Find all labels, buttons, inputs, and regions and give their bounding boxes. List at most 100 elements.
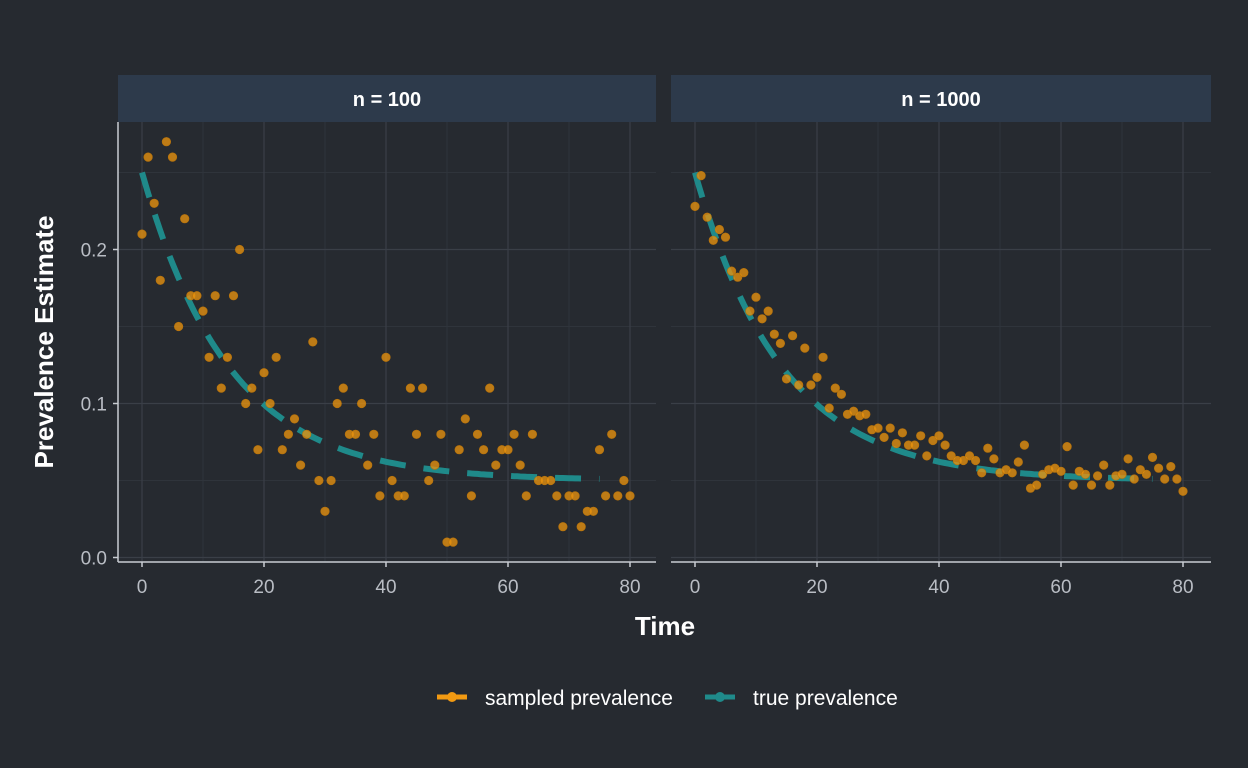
sampled-point — [983, 443, 993, 453]
sampled-point — [794, 380, 804, 390]
y-tick-label: 0.0 — [81, 549, 107, 570]
sampled-point — [613, 491, 623, 501]
sampled-point — [222, 352, 232, 362]
sampled-point — [800, 343, 810, 353]
sampled-point — [702, 212, 712, 222]
sampled-point — [964, 451, 975, 461]
sampled-point — [228, 291, 239, 301]
legend-label-sampled: sampled prevalence — [485, 687, 673, 710]
sampled-point — [283, 429, 294, 439]
sampled-point — [161, 137, 171, 147]
x-tick-label: 20 — [806, 577, 827, 598]
sampled-point — [369, 429, 379, 439]
sampled-point — [708, 235, 718, 245]
sampled-point — [958, 455, 969, 466]
sampled-point — [424, 475, 434, 486]
sampled-point — [1166, 462, 1176, 472]
sampled-point — [1153, 463, 1164, 473]
sampled-point — [745, 306, 755, 316]
sampled-point — [1080, 469, 1090, 479]
sampled-point — [916, 431, 926, 441]
sampled-point — [1105, 480, 1115, 490]
sampled-point — [204, 352, 214, 362]
sampled-point — [607, 429, 617, 439]
sampled-point — [241, 398, 251, 409]
sampled-point — [149, 198, 159, 208]
sampled-point — [357, 398, 367, 409]
y-axis-title: Prevalence Estimate — [29, 216, 59, 469]
sampled-point — [909, 440, 920, 450]
x-tick-label: 0 — [690, 577, 701, 598]
sampled-point — [271, 352, 281, 362]
x-tick-label: 60 — [497, 577, 518, 598]
sampled-point — [1117, 469, 1127, 479]
sampled-point — [167, 152, 178, 162]
sampled-point — [848, 406, 859, 416]
sampled-point — [989, 454, 999, 464]
panel-n-100: n = 100 0 20 40 60 80 0.0 0.1 0.2 — [81, 75, 656, 598]
sampled-point — [375, 491, 385, 501]
sampled-point — [399, 491, 409, 501]
legend-item-sampled: sampled prevalence — [437, 687, 673, 710]
x-tick-label: 0 — [137, 577, 148, 598]
x-tick-label: 40 — [375, 577, 396, 598]
sampled-point — [775, 338, 786, 349]
sampled-point — [320, 506, 330, 516]
sampled-point — [812, 372, 822, 382]
sampled-point — [338, 383, 348, 393]
sampled-point — [308, 337, 318, 347]
sampled-point — [922, 451, 932, 461]
sampled-point — [479, 445, 489, 455]
sampled-point — [558, 522, 568, 532]
sampled-point — [751, 292, 761, 302]
sampled-point — [879, 432, 889, 443]
strip-background — [671, 75, 1211, 122]
x-tick-label: 80 — [619, 577, 640, 598]
sampled-point — [1135, 465, 1145, 475]
sampled-point — [289, 414, 300, 424]
sampled-point — [405, 383, 416, 393]
sampled-point — [619, 475, 629, 486]
sampled-point — [977, 468, 987, 478]
sampled-point — [830, 383, 840, 393]
sampled-point — [690, 201, 700, 211]
sampled-point — [696, 171, 706, 181]
y-tick-label: 0.1 — [81, 395, 107, 416]
sampled-point — [787, 331, 798, 341]
sampled-point — [1141, 469, 1151, 479]
strip-background — [118, 75, 656, 122]
sampled-points — [690, 171, 1188, 496]
sampled-point — [466, 491, 477, 501]
axes — [671, 561, 1211, 567]
sampled-point — [861, 409, 871, 419]
sampled-point — [946, 451, 956, 461]
sampled-point — [1099, 460, 1109, 470]
sampled-point — [460, 414, 470, 424]
sampled-point — [216, 383, 226, 393]
sampled-point — [763, 306, 773, 316]
sampled-point — [503, 445, 513, 455]
sampled-point — [1147, 452, 1158, 463]
sampled-point — [576, 522, 586, 532]
sampled-point — [253, 445, 263, 455]
sampled-point — [247, 383, 257, 393]
sampled-point — [739, 268, 749, 278]
sampled-point — [940, 440, 950, 450]
legend-label-true: true prevalence — [753, 687, 898, 710]
x-tick-label: 60 — [1050, 577, 1071, 598]
sampled-point — [1056, 466, 1066, 476]
x-tick-label: 80 — [1172, 577, 1193, 598]
x-tick-label: 40 — [928, 577, 949, 598]
panel-n-1000: n = 1000 0 20 40 60 80 — [671, 75, 1211, 598]
y-tick-labels: 0.0 0.1 0.2 — [81, 241, 107, 570]
sampled-point — [781, 374, 792, 384]
sampled-point — [720, 232, 731, 242]
sampled-point — [1123, 454, 1133, 464]
sampled-point — [757, 314, 767, 324]
sampled-point — [180, 214, 190, 224]
panel-title: n = 1000 — [901, 89, 981, 111]
sampled-point — [769, 329, 779, 339]
sampled-point — [885, 423, 895, 433]
sampled-point — [137, 229, 147, 239]
